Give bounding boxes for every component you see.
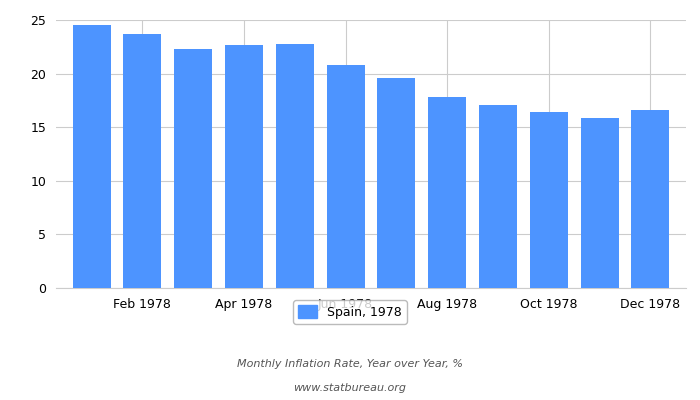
Bar [479,105,517,288]
Bar [73,25,111,288]
Legend: Spain, 1978: Spain, 1978 [293,300,407,324]
Bar [377,78,416,288]
Bar [580,118,619,288]
Bar [174,49,212,288]
Bar [631,110,669,288]
Bar [276,44,314,288]
Bar [326,65,365,288]
Bar [123,34,162,288]
Text: www.statbureau.org: www.statbureau.org [293,383,407,393]
Bar [530,112,568,288]
Bar [225,45,263,288]
Text: Monthly Inflation Rate, Year over Year, %: Monthly Inflation Rate, Year over Year, … [237,359,463,369]
Bar [428,97,466,288]
